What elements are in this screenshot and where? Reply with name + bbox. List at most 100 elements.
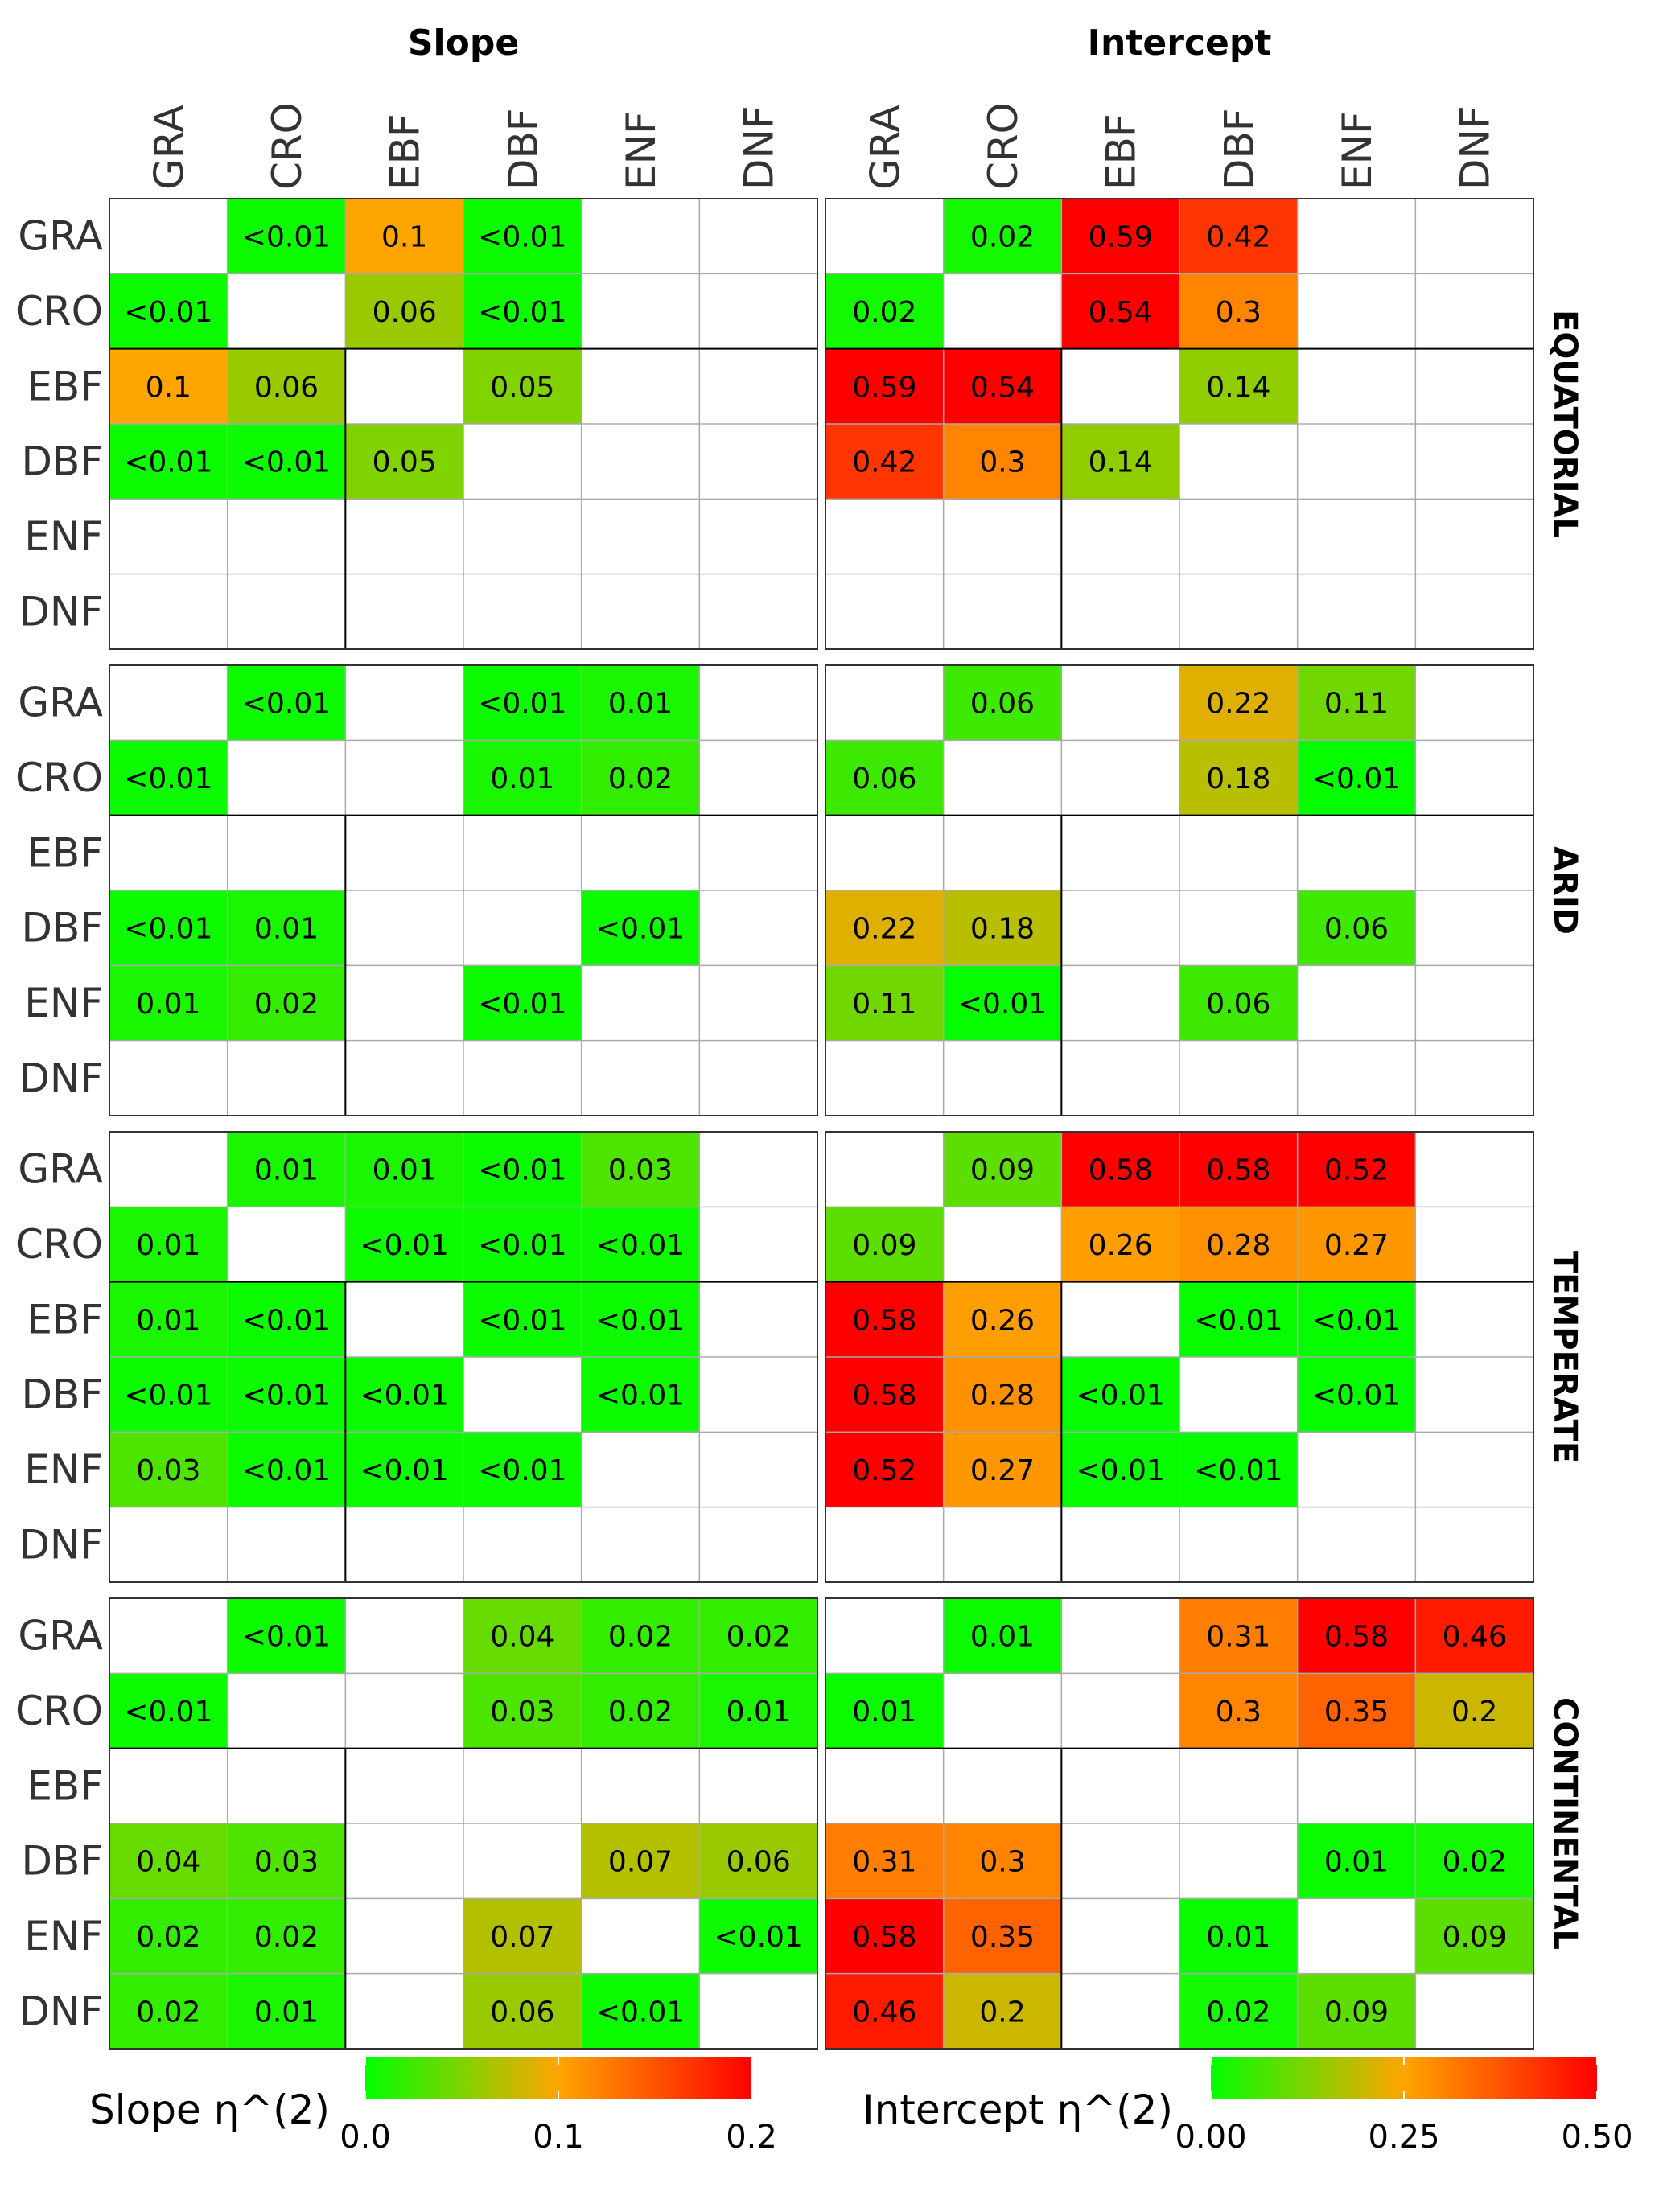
cell-equatorial-intercept-0-3 (1179, 199, 1298, 274)
cell-value: <0.01 (242, 221, 331, 254)
cell-continental-slope-1-0 (109, 1673, 228, 1749)
legend-tick-intercept: 0.00 (1175, 2119, 1246, 2156)
cell-value: 0.58 (852, 1921, 916, 1954)
cell-equatorial-slope-2-1 (227, 348, 346, 424)
legend-tick-slope: 0.1 (533, 2119, 584, 2156)
cell-value: 0.58 (1089, 1154, 1153, 1187)
cell-equatorial-slope-3-1 (227, 424, 346, 500)
row-label-continental-cro: CRO (15, 1688, 103, 1734)
cell-temperate-slope-4-2 (345, 1432, 463, 1507)
cell-equatorial-slope-0-2 (345, 199, 463, 274)
panel-border (825, 1597, 1534, 2050)
cell-value: <0.01 (242, 1454, 331, 1487)
row-label-temperate-gra: GRA (18, 1146, 103, 1193)
cell-value: <0.01 (242, 446, 331, 479)
cell-value: <0.01 (958, 988, 1047, 1021)
cell-value: 0.11 (1324, 688, 1389, 721)
cell-continental-intercept-0-5 (1415, 1598, 1533, 1674)
cell-value: 0.3 (979, 1846, 1025, 1879)
cell-continental-slope-3-0 (109, 1823, 228, 1899)
cell-value: <0.01 (596, 1229, 685, 1262)
cell-continental-slope-4-3 (463, 1898, 582, 1974)
cell-arid-intercept-4-0 (825, 965, 944, 1041)
cell-value: 0.01 (970, 1621, 1035, 1654)
cell-temperate-slope-3-1 (227, 1357, 346, 1433)
cell-arid-slope-1-0 (109, 740, 228, 816)
cell-value: 0.14 (1206, 371, 1270, 404)
cell-value: 0.31 (1206, 1621, 1270, 1654)
col-label-slope-gra: GRA (146, 105, 192, 190)
row-label-temperate-enf: ENF (24, 1446, 103, 1493)
cell-value: <0.01 (124, 1696, 212, 1729)
cell-temperate-slope-4-1 (227, 1432, 346, 1507)
cell-value: <0.01 (596, 1304, 685, 1337)
cell-equatorial-slope-1-3 (463, 273, 582, 349)
cell-arid-slope-0-4 (581, 665, 700, 741)
cell-equatorial-slope-3-0 (109, 424, 228, 500)
row-label-continental-enf: ENF (24, 1913, 103, 1959)
cell-value: 0.02 (608, 1621, 673, 1654)
facet-label-continental: CONTINENTAL (1546, 1697, 1583, 1950)
cell-continental-intercept-1-5 (1415, 1673, 1533, 1749)
col-label-slope-dbf: DBF (500, 108, 546, 190)
cell-value: 0.54 (1089, 296, 1153, 329)
cell-equatorial-slope-1-2 (345, 273, 463, 349)
cell-value: <0.01 (124, 296, 212, 329)
cell-value: 0.01 (727, 1696, 791, 1729)
panel-border (109, 1597, 818, 2050)
row-label-arid-dnf: DNF (19, 1055, 103, 1101)
cell-value: 0.09 (852, 1229, 916, 1262)
cell-value: 0.02 (136, 1996, 200, 2029)
cell-arid-slope-3-0 (109, 890, 228, 966)
cell-temperate-intercept-4-0 (825, 1432, 944, 1507)
cell-arid-intercept-3-0 (825, 890, 944, 966)
cell-temperate-intercept-2-0 (825, 1281, 944, 1357)
cell-equatorial-intercept-2-3 (1179, 348, 1298, 424)
cell-equatorial-slope-2-3 (463, 348, 582, 424)
cell-value: 0.58 (1206, 1154, 1270, 1187)
cell-arid-intercept-1-0 (825, 740, 944, 816)
panel-border (825, 198, 1534, 650)
cell-temperate-slope-0-4 (581, 1132, 700, 1207)
cell-arid-slope-4-0 (109, 965, 228, 1041)
cell-value: 0.42 (852, 446, 916, 479)
cell-value: 0.2 (1451, 1696, 1497, 1729)
row-label-temperate-ebf: EBF (27, 1296, 103, 1342)
cell-value: 0.27 (970, 1454, 1035, 1487)
cell-value: 0.05 (373, 446, 437, 479)
panel-border (109, 1131, 818, 1583)
cell-value: <0.01 (596, 1379, 685, 1412)
cell-value: 0.18 (1206, 763, 1270, 796)
cell-value: 0.06 (1324, 913, 1389, 946)
cell-arid-slope-1-4 (581, 740, 700, 816)
cell-value: 0.01 (254, 1154, 319, 1187)
cell-value: 0.02 (608, 763, 673, 796)
row-label-equatorial-dnf: DNF (19, 588, 103, 635)
cell-continental-intercept-5-1 (943, 1973, 1062, 2049)
cell-equatorial-slope-2-0 (109, 348, 228, 424)
cell-value: 0.42 (1206, 221, 1270, 254)
cell-value: 0.06 (373, 296, 437, 329)
cell-temperate-slope-1-0 (109, 1207, 228, 1282)
cell-value: 0.07 (608, 1846, 673, 1879)
cell-value: 0.26 (970, 1304, 1035, 1337)
cell-value: <0.01 (478, 296, 566, 329)
cell-temperate-slope-4-0 (109, 1432, 228, 1507)
cell-temperate-intercept-0-2 (1061, 1132, 1179, 1207)
cell-value: <0.01 (478, 1454, 566, 1487)
cell-arid-intercept-1-3 (1179, 740, 1298, 816)
cell-continental-intercept-1-0 (825, 1673, 944, 1749)
cell-value: <0.01 (478, 988, 566, 1021)
cell-temperate-slope-1-4 (581, 1207, 700, 1282)
panel-border (825, 1131, 1534, 1583)
facet-label-arid: ARID (1546, 846, 1583, 935)
cell-value: <0.01 (478, 1304, 566, 1337)
legend-tick-intercept: 0.25 (1368, 2119, 1439, 2156)
cell-continental-slope-5-4 (581, 1973, 700, 2049)
cell-value: 0.01 (608, 688, 673, 721)
cell-value: <0.01 (124, 1379, 212, 1412)
cell-value: 0.06 (852, 763, 916, 796)
cell-value: <0.01 (478, 1229, 566, 1262)
cell-continental-intercept-4-3 (1179, 1898, 1298, 1974)
facet-label-equatorial: EQUATORIAL (1546, 310, 1583, 538)
